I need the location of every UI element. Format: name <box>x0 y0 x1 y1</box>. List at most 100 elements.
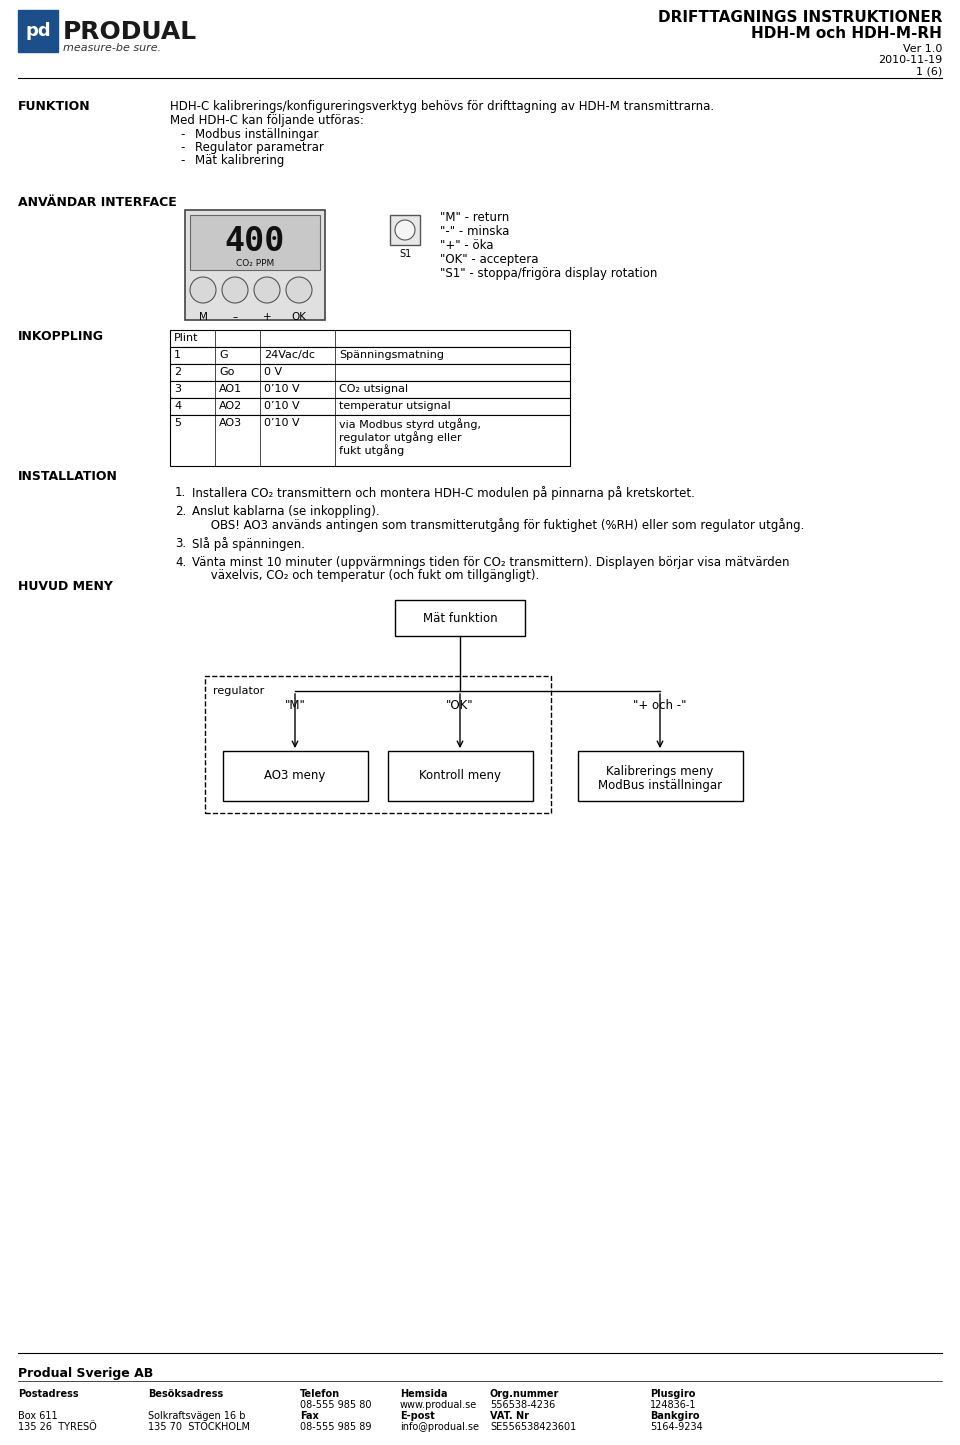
Text: Besöksadress: Besöksadress <box>148 1389 224 1399</box>
Text: 3.: 3. <box>175 538 186 551</box>
Text: Box 611: Box 611 <box>18 1410 58 1420</box>
Text: Anslut kablarna (se inkoppling).: Anslut kablarna (se inkoppling). <box>192 504 379 517</box>
Text: 08-555 985 80: 08-555 985 80 <box>300 1400 372 1410</box>
Text: Telefon: Telefon <box>300 1389 340 1399</box>
Bar <box>170 397 570 415</box>
Text: 1.: 1. <box>175 486 186 499</box>
Text: OBS! AO3 används antingen som transmitterutgång för fuktighet (%RH) eller som re: OBS! AO3 används antingen som transmitte… <box>192 517 804 532</box>
Text: fukt utgång: fukt utgång <box>339 444 404 457</box>
Text: Regulator parametrar: Regulator parametrar <box>195 142 324 155</box>
Bar <box>170 347 570 364</box>
Text: 24Vac/dc: 24Vac/dc <box>264 350 315 360</box>
Text: 0’10 V: 0’10 V <box>264 384 300 394</box>
Text: "M": "M" <box>284 699 305 712</box>
Circle shape <box>222 277 248 303</box>
Bar <box>170 415 570 465</box>
Text: PRODUAL: PRODUAL <box>63 20 197 43</box>
Text: DRIFTTAGNINGS INSTRUKTIONER: DRIFTTAGNINGS INSTRUKTIONER <box>658 10 942 25</box>
Text: 0 V: 0 V <box>264 367 282 377</box>
Bar <box>170 381 570 397</box>
Text: VAT. Nr: VAT. Nr <box>490 1410 529 1420</box>
Text: 5: 5 <box>174 418 181 428</box>
Text: INKOPPLING: INKOPPLING <box>18 329 104 342</box>
Text: ModBus inställningar: ModBus inställningar <box>598 779 722 792</box>
Bar <box>223 751 368 801</box>
Text: 400: 400 <box>225 225 285 259</box>
Bar <box>170 364 570 381</box>
Text: INSTALLATION: INSTALLATION <box>18 470 118 483</box>
Text: Fax: Fax <box>300 1410 319 1420</box>
Text: Spänningsmatning: Spänningsmatning <box>339 350 444 360</box>
Text: Med HDH-C kan följande utföras:: Med HDH-C kan följande utföras: <box>170 114 364 127</box>
Text: -: - <box>180 155 184 168</box>
Text: HDH-C kalibrerings/konfigureringsverktyg behövs för drifttagning av HDH-M transm: HDH-C kalibrerings/konfigureringsverktyg… <box>170 100 714 113</box>
Text: CO₂ utsignal: CO₂ utsignal <box>339 384 408 394</box>
Text: "OK": "OK" <box>446 699 474 712</box>
Bar <box>578 751 742 801</box>
Text: 1: 1 <box>174 350 181 360</box>
Text: 0’10 V: 0’10 V <box>264 418 300 428</box>
Text: temperatur utsignal: temperatur utsignal <box>339 402 451 410</box>
Text: info@produal.se: info@produal.se <box>400 1422 479 1432</box>
Text: –: – <box>232 312 238 322</box>
Text: 556538-4236: 556538-4236 <box>490 1400 555 1410</box>
Text: 5164-9234: 5164-9234 <box>650 1422 703 1432</box>
Text: "+" - öka: "+" - öka <box>440 238 493 251</box>
Text: växelvis, CO₂ och temperatur (och fukt om tillgängligt).: växelvis, CO₂ och temperatur (och fukt o… <box>192 569 540 582</box>
Text: Vänta minst 10 minuter (uppvärmnings tiden för CO₂ transmittern). Displayen börj: Vänta minst 10 minuter (uppvärmnings tid… <box>192 556 789 569</box>
Text: M: M <box>199 312 207 322</box>
Text: +: + <box>263 312 272 322</box>
Text: 135 70  STOCKHOLM: 135 70 STOCKHOLM <box>148 1422 250 1432</box>
Bar <box>170 329 570 347</box>
Text: Ver 1.0: Ver 1.0 <box>902 43 942 53</box>
Text: 4: 4 <box>174 402 181 410</box>
Text: 2010-11-19: 2010-11-19 <box>877 55 942 65</box>
Text: AO3: AO3 <box>219 418 242 428</box>
Text: AO2: AO2 <box>219 402 242 410</box>
Text: FUNKTION: FUNKTION <box>18 100 90 113</box>
Text: AO1: AO1 <box>219 384 242 394</box>
Bar <box>390 215 420 246</box>
Bar <box>190 215 320 270</box>
Text: HUVUD MENY: HUVUD MENY <box>18 579 113 592</box>
Text: Hemsida: Hemsida <box>400 1389 447 1399</box>
Text: Plint: Plint <box>174 332 199 342</box>
Text: "S1" - stoppa/frigöra display rotation: "S1" - stoppa/frigöra display rotation <box>440 267 658 280</box>
Text: "M" - return: "M" - return <box>440 211 509 224</box>
Text: 0’10 V: 0’10 V <box>264 402 300 410</box>
Bar <box>204 676 550 814</box>
Text: regulator: regulator <box>212 686 264 696</box>
Text: "-" - minska: "-" - minska <box>440 225 510 238</box>
Text: S1: S1 <box>398 249 411 259</box>
Text: pd: pd <box>25 22 51 40</box>
Text: 4.: 4. <box>175 556 186 569</box>
Circle shape <box>254 277 280 303</box>
Text: www.produal.se: www.produal.se <box>400 1400 477 1410</box>
Circle shape <box>395 220 415 240</box>
Text: "OK" - acceptera: "OK" - acceptera <box>440 253 539 266</box>
Text: 124836-1: 124836-1 <box>650 1400 697 1410</box>
Bar <box>18 10 58 52</box>
Text: OK: OK <box>292 312 306 322</box>
Text: "+ och -": "+ och -" <box>634 699 686 712</box>
Text: Modbus inställningar: Modbus inställningar <box>195 129 319 142</box>
Text: G: G <box>219 350 228 360</box>
Text: -: - <box>180 129 184 142</box>
Text: AO3 meny: AO3 meny <box>264 770 325 783</box>
Text: regulator utgång eller: regulator utgång eller <box>339 431 462 444</box>
Bar <box>395 600 525 636</box>
Circle shape <box>190 277 216 303</box>
Text: 2: 2 <box>174 367 181 377</box>
Text: 1 (6): 1 (6) <box>916 66 942 77</box>
Text: Postadress: Postadress <box>18 1389 79 1399</box>
Text: 08-555 985 89: 08-555 985 89 <box>300 1422 372 1432</box>
Text: Mät kalibrering: Mät kalibrering <box>195 155 284 168</box>
Text: Org.nummer: Org.nummer <box>490 1389 560 1399</box>
Text: Kalibrerings meny: Kalibrerings meny <box>607 764 713 777</box>
Text: Bankgiro: Bankgiro <box>650 1410 700 1420</box>
Text: measure-be sure.: measure-be sure. <box>63 43 161 53</box>
Text: Produal Sverige AB: Produal Sverige AB <box>18 1367 154 1380</box>
Text: Slå på spänningen.: Slå på spänningen. <box>192 538 305 551</box>
Text: E-post: E-post <box>400 1410 435 1420</box>
Text: Go: Go <box>219 367 234 377</box>
